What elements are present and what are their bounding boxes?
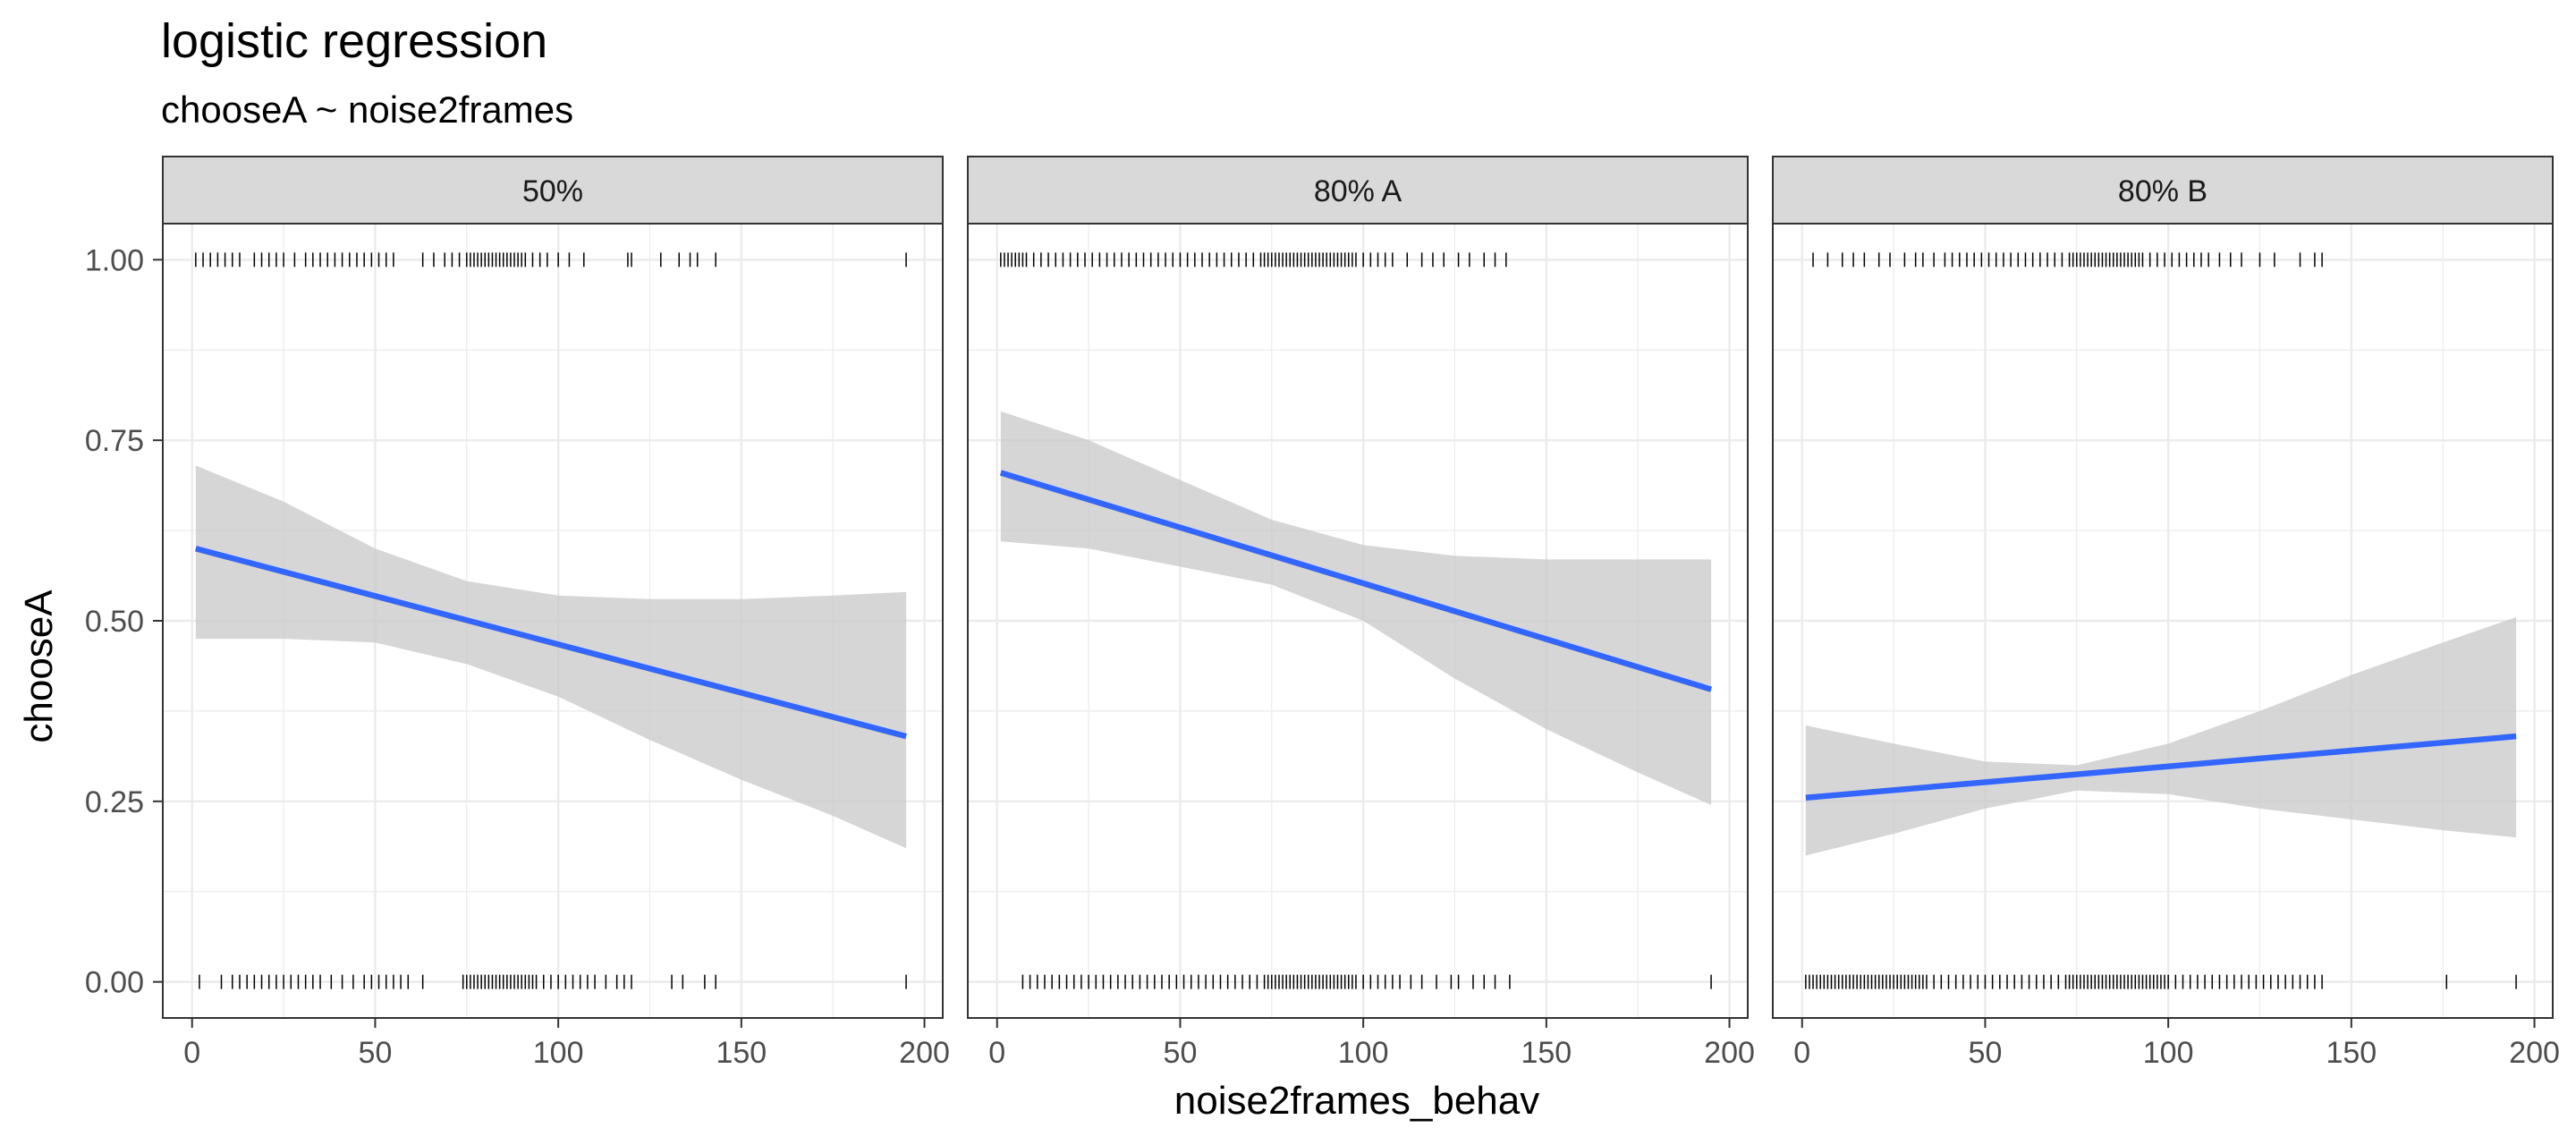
confidence-ribbon [1805, 616, 2517, 856]
facet-strip [162, 156, 944, 225]
y-tick-label: 0.25 [85, 785, 144, 819]
panel-border [162, 223, 944, 1019]
x-tick-label: 150 [1521, 1036, 1572, 1070]
x-tick-label: 100 [2143, 1036, 2194, 1070]
chart-subtitle: chooseA ~ noise2frames [161, 89, 573, 131]
y-axis-title: chooseA [17, 589, 61, 743]
facet-strip-label: 80% B [2118, 174, 2207, 208]
facet-panel-2: 80% A 0 50 100 150 200 [967, 156, 1755, 1070]
facet-panel-1: 50% 0 50 100 150 200 [162, 156, 950, 1070]
x-tick-label: 150 [716, 1036, 767, 1070]
x-tick-label: 0 [183, 1036, 200, 1070]
fit-line [1805, 733, 2517, 802]
facet-strip [1772, 156, 2554, 225]
panel-border [1772, 223, 2554, 1019]
y-tick-label: 0.00 [85, 966, 144, 1000]
chart-title: logistic regression [161, 14, 547, 68]
x-tick-label: 50 [1969, 1036, 2003, 1070]
y-tick-label: 0.50 [85, 605, 144, 639]
y-tick-label: 0.75 [85, 424, 144, 458]
x-tick-label: 0 [988, 1036, 1005, 1070]
facet-strip-label: 50% [522, 174, 583, 208]
x-tick-label: 50 [359, 1036, 393, 1070]
x-tick-label: 100 [1338, 1036, 1389, 1070]
y-tick-label: 1.00 [85, 243, 144, 277]
x-tick-label: 200 [2509, 1036, 2560, 1070]
x-tick-label: 200 [1704, 1036, 1755, 1070]
x-tick-label: 50 [1164, 1036, 1198, 1070]
x-tick-label: 100 [533, 1036, 584, 1070]
facet-panel-3: 80% B 0 50 100 150 200 [1772, 156, 2560, 1070]
facet-strip [967, 156, 1749, 225]
x-axis-title: noise2frames_behav [1174, 1079, 1539, 1123]
facet-strip-label: 80% A [1314, 174, 1402, 208]
panel-border [967, 223, 1749, 1019]
x-tick-label: 200 [899, 1036, 950, 1070]
x-tick-label: 0 [1793, 1036, 1810, 1070]
fit-line [195, 546, 907, 740]
fit-line [999, 470, 1713, 692]
confidence-ribbon [1000, 411, 1712, 805]
confidence-ribbon [195, 465, 907, 849]
x-tick-label: 150 [2326, 1036, 2377, 1070]
